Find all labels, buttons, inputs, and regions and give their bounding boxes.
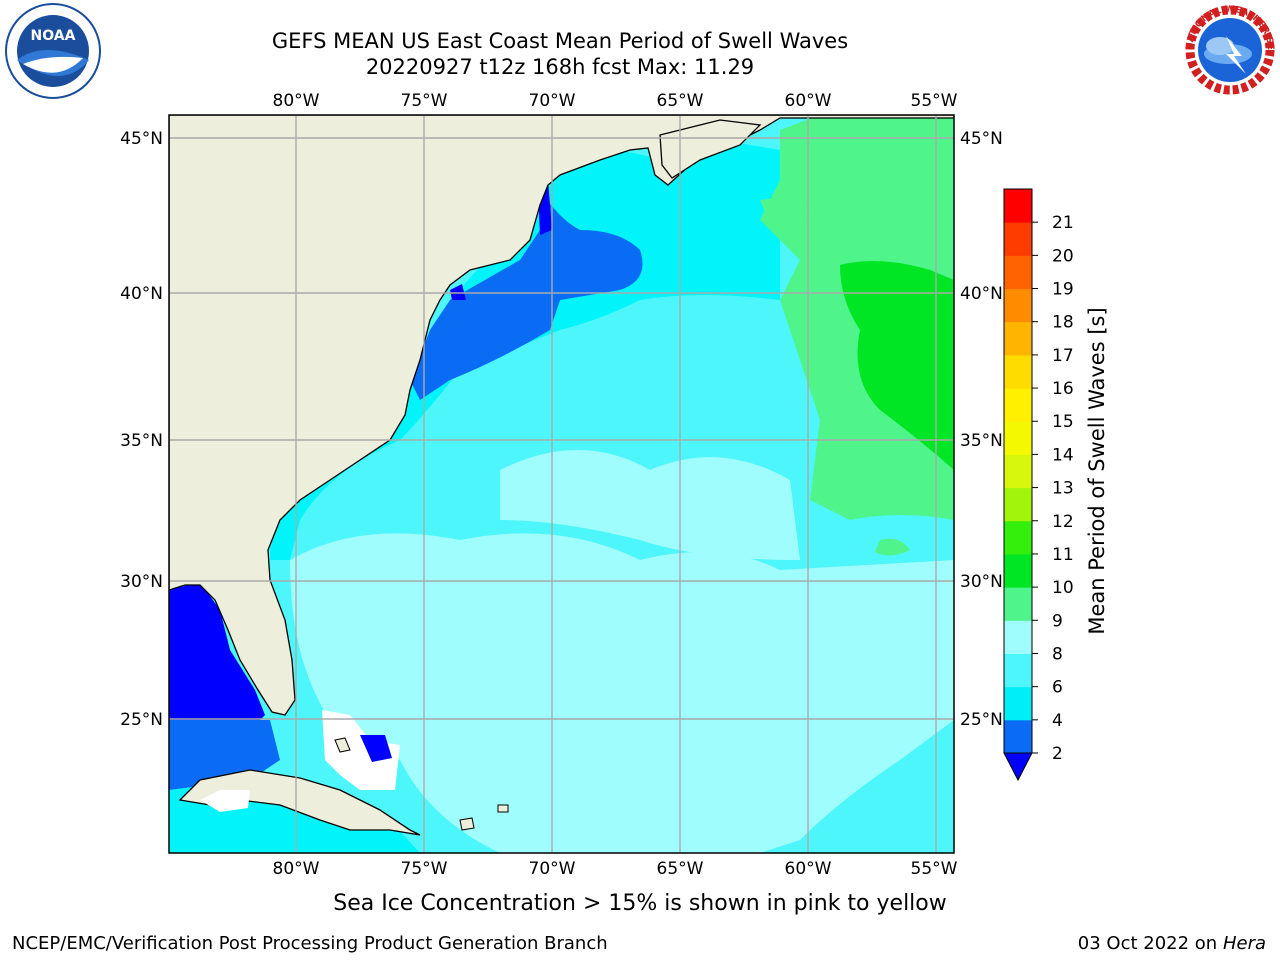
swell-region-gulf-2s — [169, 582, 265, 720]
colorbar-tick-label: 6 — [1052, 678, 1063, 698]
colorbar-tick-label: 18 — [1052, 313, 1074, 333]
colorbar-segment — [1004, 421, 1032, 455]
colorbar-under-triangle — [1003, 752, 1033, 782]
colorbar-segment — [1004, 620, 1032, 654]
bahamas-mask — [322, 710, 400, 790]
colorbar-segment — [1004, 719, 1032, 754]
noaa-logo-text: NOAA — [31, 28, 76, 44]
colorbar-segment — [1004, 222, 1032, 256]
colorbar-tick-label: 12 — [1052, 512, 1074, 532]
lat-label-left: 45°N — [120, 129, 163, 149]
land-cuba — [178, 769, 421, 836]
colorbar-tick-label: 4 — [1052, 711, 1063, 731]
colorbar-tick-label: 15 — [1052, 412, 1074, 432]
lat-label-left: 25°N — [120, 710, 163, 730]
footer-date: 03 Oct 2022 on Hera — [1078, 933, 1266, 954]
lat-label-left: 30°N — [120, 572, 163, 592]
colorbar: 2 4 6 8 9 10 11 12 13 14 15 16 17 18 19 20 21 — [1003, 188, 1074, 782]
colorbar-tick-label: 20 — [1052, 246, 1074, 266]
colorbar-tick-label: 17 — [1052, 346, 1074, 366]
colorbar-segment — [1004, 288, 1032, 323]
lon-label-top: 60°W — [785, 91, 832, 111]
lon-label-bottom: 70°W — [529, 859, 576, 879]
colorbar-label: Mean Period of Swell Waves [s] — [1085, 307, 1109, 634]
cuba-shelf — [200, 790, 250, 812]
swell-region-6s — [270, 140, 780, 560]
colorbar-tick-label: 11 — [1052, 545, 1074, 565]
land-bahamas-islands — [334, 737, 509, 831]
lat-label-left: 40°N — [120, 284, 163, 304]
colorbar-segment — [1004, 520, 1032, 555]
map-area — [169, 115, 954, 853]
swell-region-9s — [290, 533, 954, 853]
lon-label-top: 55°W — [911, 91, 958, 111]
map-gridlines — [169, 115, 954, 853]
colorbar-segment — [1004, 553, 1032, 588]
lat-label-right: 45°N — [960, 129, 1003, 149]
colorbar-tick-label: 13 — [1052, 479, 1074, 499]
colorbar-tick-label: 16 — [1052, 379, 1074, 399]
colorbar-segment — [1004, 686, 1032, 721]
colorbar-segment — [1004, 487, 1032, 522]
lat-label-right: 35°N — [960, 431, 1003, 451]
lon-label-top: 70°W — [529, 91, 576, 111]
colorbar-segment — [1004, 388, 1032, 422]
colorbar-tick-label: 8 — [1052, 644, 1063, 664]
lon-label-bottom: 75°W — [401, 859, 448, 879]
colorbar-tick-label: 9 — [1052, 611, 1063, 631]
nws-logo: NATIONAL WEATHER SERVICE — [1180, 0, 1278, 98]
land-nova-scotia — [659, 119, 762, 179]
colorbar-segment — [1004, 255, 1032, 290]
colorbar-tick-label: 10 — [1052, 578, 1074, 598]
swell-region-9s-mid — [500, 450, 800, 560]
lon-label-bottom: 60°W — [785, 859, 832, 879]
footer-date-text: 03 Oct 2022 on — [1077, 933, 1223, 954]
sea-ice-note: Sea Ice Concentration > 15% is shown in … — [333, 891, 947, 916]
lon-label-bottom: 80°W — [273, 859, 320, 879]
map-title: GEFS MEAN US East Coast Mean Period of S… — [271, 29, 849, 53]
land-north-america — [169, 115, 954, 716]
colorbar-tick-label: 19 — [1052, 280, 1074, 300]
swell-region-11s — [840, 261, 954, 470]
lon-label-bottom: 65°W — [657, 859, 704, 879]
lon-label-top: 75°W — [401, 91, 448, 111]
colorbar-segment — [1004, 653, 1032, 688]
lon-label-top: 65°W — [657, 91, 704, 111]
colorbar-tick-label: 14 — [1052, 445, 1074, 465]
map-subtitle: 20220927 t12z 168h fcst Max: 11.29 — [365, 55, 755, 79]
map-frame — [168, 114, 955, 854]
colorbar-segment — [1004, 454, 1032, 489]
lon-label-top: 80°W — [273, 91, 320, 111]
lat-label-right: 25°N — [960, 710, 1003, 730]
lat-label-right: 40°N — [960, 284, 1003, 304]
bahamas-deep — [360, 735, 392, 762]
colorbar-segment — [1004, 321, 1032, 356]
lon-label-bottom: 55°W — [911, 859, 958, 879]
lat-label-right: 30°N — [960, 572, 1003, 592]
colorbar-tick-label: 21 — [1052, 213, 1074, 233]
swell-region-4s-ne — [410, 190, 643, 400]
footer-credit: NCEP/EMC/Verification Post Processing Pr… — [12, 933, 608, 954]
colorbar-frame — [1003, 188, 1033, 754]
lat-label-left: 35°N — [120, 431, 163, 451]
colorbar-segment — [1004, 587, 1032, 621]
colorbar-segment — [1004, 189, 1032, 223]
footer-host: Hera — [1222, 933, 1266, 954]
colorbar-segment — [1004, 354, 1032, 389]
noaa-logo: NOAA — [5, 3, 101, 99]
colorbar-tick-label: 2 — [1052, 744, 1063, 764]
